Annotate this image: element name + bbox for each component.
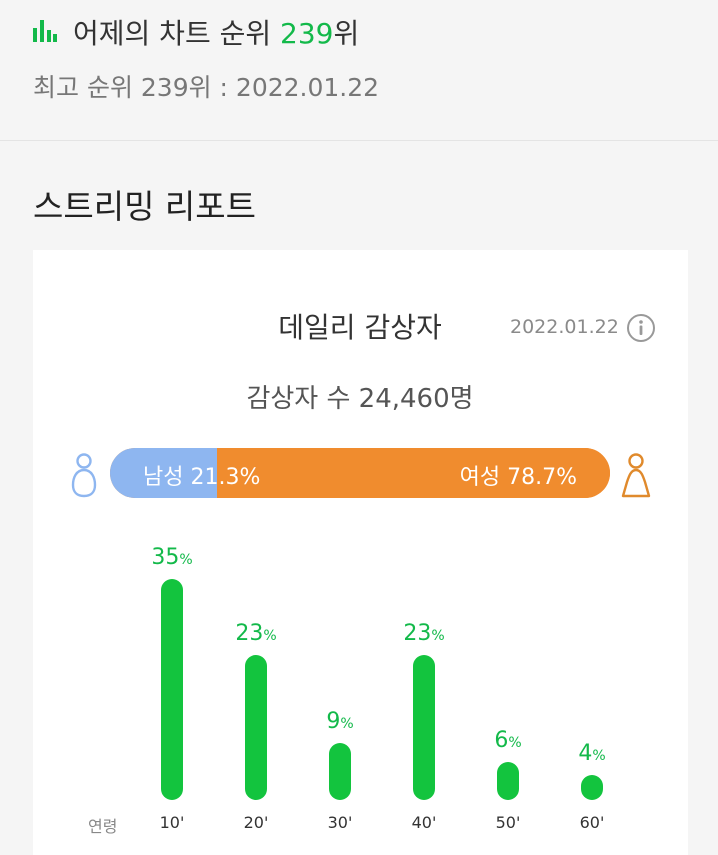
age-tick-label: 20' xyxy=(243,813,269,832)
age-bar-value-label: 35% xyxy=(151,545,193,570)
daily-listeners-card xyxy=(33,250,688,855)
section-title: 스트리밍 리포트 xyxy=(33,187,257,226)
rank-prefix: 어제의 차트 순위 xyxy=(73,17,272,50)
divider xyxy=(0,140,718,141)
percent-unit: % xyxy=(179,552,193,568)
percent-unit: % xyxy=(263,628,277,644)
percent-unit: % xyxy=(431,628,445,644)
listener-count: 감상자 수 24,460명 xyxy=(246,384,474,414)
female-person-icon xyxy=(621,453,651,498)
age-bar-value-label: 4% xyxy=(578,741,606,766)
age-bar-value-label: 23% xyxy=(403,621,445,646)
percent-unit: % xyxy=(340,716,354,732)
age-tick-label: 60' xyxy=(579,813,605,832)
age-bar xyxy=(497,762,519,800)
female-ratio-segment xyxy=(217,448,610,498)
age-axis-label: 연령 xyxy=(88,817,118,836)
rank-value: 239 xyxy=(280,17,334,50)
percent-unit: % xyxy=(508,735,522,751)
age-tick-label: 10' xyxy=(159,813,185,832)
age-bar-value-label: 9% xyxy=(326,709,354,734)
chart-rank-header: 어제의 차트 순위 239위 최고 순위 239위 : 2022.01.22 xyxy=(0,0,718,140)
male-ratio-segment xyxy=(110,448,217,498)
card-title: 데일리 감상자 xyxy=(278,311,442,344)
gender-ratio-bar xyxy=(110,448,610,498)
age-bar xyxy=(161,579,183,800)
percent-unit: % xyxy=(592,748,606,764)
age-bar xyxy=(329,743,351,800)
age-tick-label: 40' xyxy=(411,813,437,832)
age-bar-value-label: 6% xyxy=(494,728,522,753)
female-ratio-label: 여성 78.7% xyxy=(459,465,577,490)
male-person-icon xyxy=(71,453,97,498)
rank-suffix: 위 xyxy=(333,17,360,50)
age-bar-value-label: 23% xyxy=(235,621,277,646)
age-bar xyxy=(245,655,267,800)
age-bar xyxy=(413,655,435,800)
best-rank: 최고 순위 239위 : 2022.01.22 xyxy=(33,73,380,102)
report-date: 2022.01.22 xyxy=(510,316,619,338)
info-icon[interactable] xyxy=(626,313,656,343)
male-ratio-label: 남성 21.3% xyxy=(143,465,261,490)
age-tick-label: 50' xyxy=(495,813,521,832)
chart-bars-icon xyxy=(33,20,57,42)
age-tick-label: 30' xyxy=(327,813,353,832)
yesterday-rank: 어제의 차트 순위 239위 xyxy=(73,12,359,52)
age-bar xyxy=(581,775,603,800)
